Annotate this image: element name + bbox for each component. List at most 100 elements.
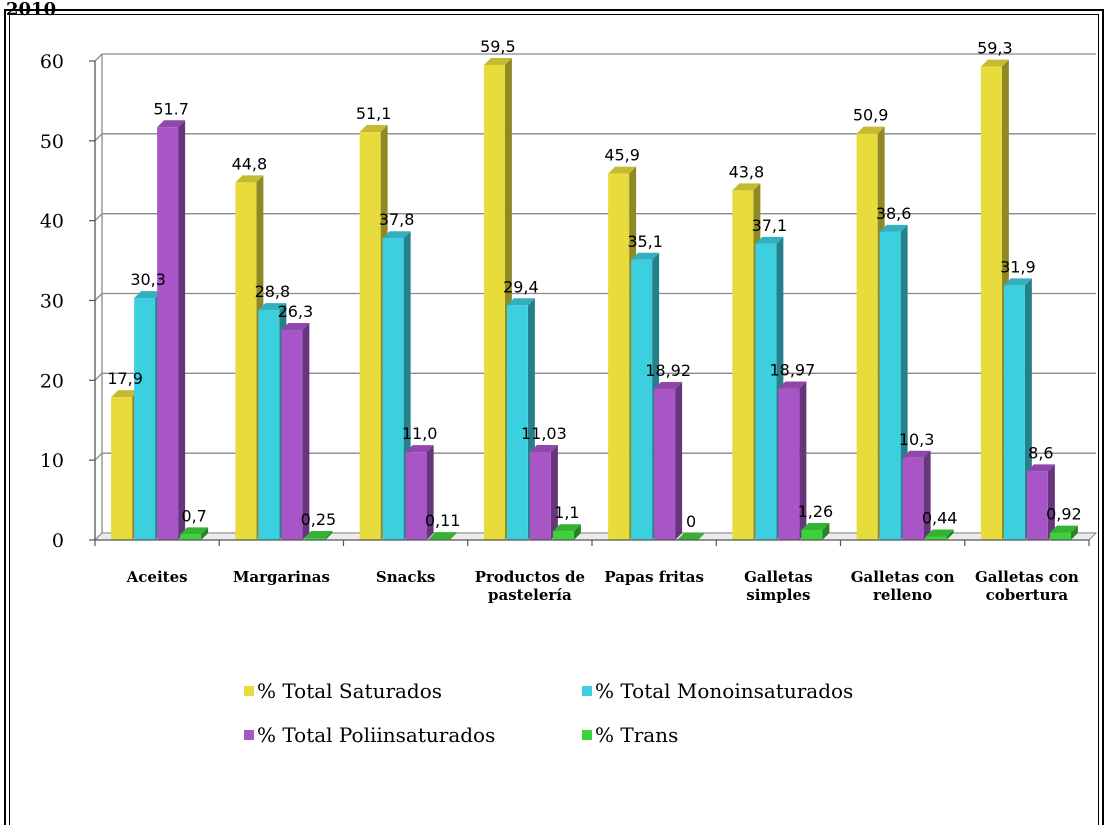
bar-top	[608, 166, 637, 174]
gridline-depth	[94, 133, 103, 142]
bar-top	[529, 444, 558, 452]
data-label: 29,4	[503, 277, 539, 296]
bar-top	[157, 120, 186, 128]
y-tick-label: 60	[40, 51, 64, 73]
bar	[631, 259, 653, 540]
gridline-depth	[94, 293, 103, 301]
bar-top	[902, 450, 931, 458]
bar	[879, 231, 901, 541]
data-label: 45,9	[604, 146, 640, 165]
y-tick-label: 40	[40, 211, 64, 233]
bar	[552, 531, 574, 540]
bar-top	[980, 59, 1009, 67]
bar	[755, 243, 777, 540]
data-label: 43,8	[729, 162, 765, 181]
data-label: 35,1	[627, 232, 663, 251]
gridline-depth	[94, 452, 103, 461]
data-label: 50,9	[853, 106, 889, 125]
bar-top	[654, 381, 683, 389]
bar	[180, 534, 202, 540]
bar	[925, 536, 947, 540]
data-label: 37,1	[752, 216, 788, 235]
x-tick-label: Papas fritas	[604, 568, 704, 586]
data-label: 0	[686, 512, 696, 531]
x-tick-label: Margarinas	[233, 568, 330, 586]
legend-label: % Total Poliinsaturados	[257, 723, 495, 747]
bar-side	[675, 381, 683, 540]
data-labels: 17,9 30,3 51.7 0,7 44,8 28,826,3 0,25 51,1 37,8 1…	[107, 37, 1081, 531]
legend-swatch	[244, 686, 254, 696]
data-label: 31,9	[1000, 257, 1036, 276]
bar-top	[304, 531, 333, 539]
bar-top	[134, 291, 163, 299]
bar-side	[799, 381, 807, 540]
bar-top	[856, 126, 885, 134]
legend-swatch	[582, 730, 592, 740]
bar-top	[483, 57, 512, 65]
bar	[654, 388, 676, 540]
y-tick-label: 30	[40, 291, 64, 313]
bar-top	[778, 381, 807, 389]
bars	[111, 57, 1078, 541]
y-tick-label: 20	[40, 370, 64, 392]
bar	[359, 132, 381, 540]
data-label: 10,3	[899, 430, 935, 449]
data-label: 28,8	[255, 282, 291, 301]
bar-side	[573, 524, 581, 540]
y-tick-label: 10	[40, 450, 64, 472]
legend-label: % Total Monoinsaturados	[595, 679, 853, 703]
data-label: 44,8	[232, 154, 268, 173]
bar-top	[111, 390, 140, 398]
bar	[778, 388, 800, 540]
bar-top	[631, 252, 660, 260]
bar-side	[1047, 464, 1055, 540]
bar-side	[325, 531, 333, 540]
y-tick-label: 0	[52, 530, 64, 552]
bar-top	[552, 524, 581, 532]
data-label: 0,7	[181, 506, 206, 525]
x-tick-label: simples	[746, 586, 810, 604]
bar	[134, 298, 156, 540]
bar-side	[302, 323, 310, 540]
bar-top	[755, 236, 784, 244]
x-tick-label: Galletas	[744, 568, 813, 586]
bar-side	[923, 450, 931, 540]
data-label: 0,11	[425, 511, 461, 530]
bar	[304, 538, 326, 540]
bar-side	[1070, 525, 1078, 540]
data-label: 26,3	[278, 302, 314, 321]
bar	[1026, 471, 1048, 540]
data-label: 17,9	[107, 369, 143, 388]
bar	[281, 330, 303, 540]
bar-top	[428, 532, 457, 540]
bar	[902, 457, 924, 540]
x-tick-label: Productos de	[475, 568, 585, 586]
bar-side	[822, 522, 830, 540]
data-label: 18,92	[645, 361, 691, 380]
bar	[980, 66, 1002, 541]
bar-side	[550, 444, 558, 540]
bar-top	[405, 445, 434, 453]
bar	[483, 64, 505, 540]
data-label: 51,1	[356, 104, 392, 123]
data-label: 38,6	[876, 204, 912, 223]
x-tick-label: Galletas con	[975, 568, 1079, 586]
data-label: 11,03	[521, 424, 567, 443]
bar-top	[801, 522, 830, 530]
x-tick-label: relleno	[873, 586, 932, 604]
y-tick-label: 50	[40, 131, 64, 153]
bar-top	[382, 231, 411, 239]
data-label: 30,3	[130, 270, 166, 289]
data-label: 18,97	[769, 361, 815, 380]
bar	[157, 127, 179, 541]
bar-top	[506, 298, 535, 306]
bar	[1049, 532, 1071, 540]
bar-side	[449, 532, 457, 540]
x-tick-label: cobertura	[986, 586, 1069, 604]
data-label: 11,0	[402, 424, 438, 443]
bar-top	[235, 175, 264, 183]
data-label: 59,5	[480, 37, 516, 56]
bar	[382, 238, 404, 541]
x-tick-label: pastelería	[488, 586, 572, 604]
